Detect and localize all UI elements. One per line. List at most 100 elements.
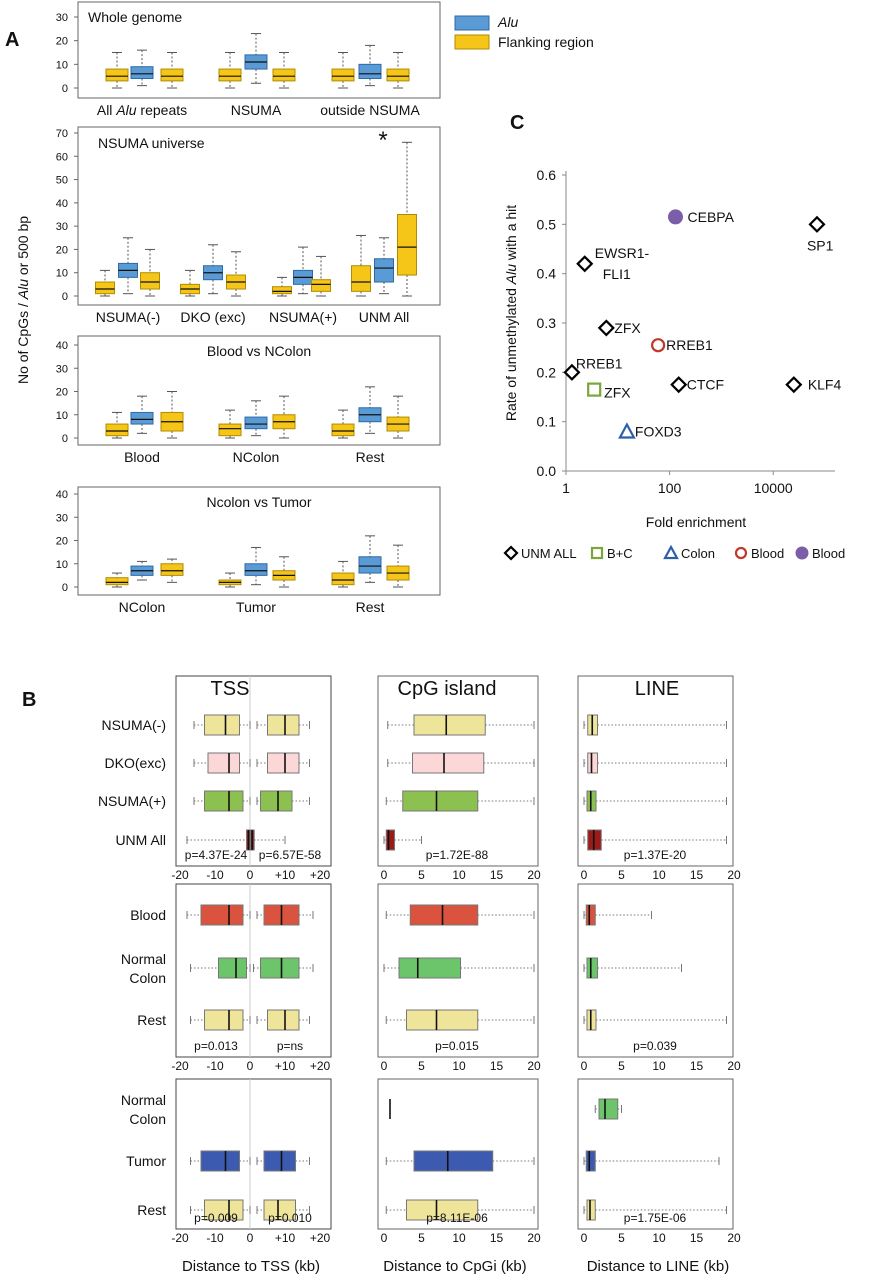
hbox [193, 714, 251, 736]
x-tick-label: 15 [690, 1059, 704, 1073]
box-iqr [267, 1009, 300, 1031]
box-iqr [218, 68, 242, 82]
box-alu [130, 49, 154, 87]
box-iqr [130, 411, 154, 425]
hbox [190, 957, 251, 979]
box-flank [218, 572, 242, 588]
panelC-ylabel-part: with a hit [503, 205, 519, 264]
panelC-xlabel: Fold enrichment [646, 514, 746, 530]
box-iqr [260, 957, 300, 979]
marker-square [587, 382, 602, 397]
box-flank [386, 395, 410, 439]
box-iqr [586, 957, 598, 979]
panelA-subplot-3: 0 10 20 30 40 Ncolon vs Tumor NColon Tumor Rest [56, 486, 441, 615]
box-iqr [385, 829, 395, 851]
y-tick-label: 20 [56, 244, 68, 256]
marker-diamond [597, 319, 615, 337]
point-label: SP1 [807, 237, 834, 253]
box-iqr [311, 279, 331, 292]
x-tick-label: 0 [581, 868, 588, 882]
x-tick-label: 5 [618, 1059, 625, 1073]
box-iqr [585, 904, 596, 926]
x-tick-label: 1 [562, 480, 570, 496]
x-tick-label: 10 [452, 868, 466, 882]
p-value: p=0.013 [194, 1039, 238, 1053]
panelB-xlabel: Distance to TSS (kb) [182, 1258, 320, 1275]
panelB-frame [175, 883, 332, 1058]
box-iqr [130, 66, 154, 80]
y-tick-label: 10 [56, 268, 68, 280]
marker-diamond [785, 376, 803, 394]
hbox [186, 904, 251, 926]
group-label: NSUMA(-) [96, 309, 161, 325]
box-flank [140, 248, 160, 297]
box-flank [331, 52, 355, 89]
box-iqr [244, 563, 268, 576]
legend-swatch-alu [454, 15, 490, 31]
hbox [583, 790, 727, 812]
y-tick-label: 10 [56, 410, 68, 422]
group-label-part: Blood [124, 449, 160, 465]
box-iqr [413, 1150, 494, 1172]
y-tick-label: 30 [56, 221, 68, 233]
group-label-part: Rest [356, 599, 385, 615]
row-label: Rest [137, 1012, 166, 1028]
x-tick-label: 0 [381, 1059, 388, 1073]
y-tick-label: 40 [56, 340, 68, 352]
x-tick-label: -20 [171, 1059, 189, 1073]
x-tick-label: 5 [618, 868, 625, 882]
box-iqr [204, 1199, 244, 1221]
box-alu [374, 237, 394, 295]
box-iqr [200, 904, 244, 926]
hbox [385, 1199, 535, 1221]
box-alu [244, 33, 268, 84]
marker-diamond [563, 363, 581, 381]
box-iqr [218, 957, 247, 979]
box-alu [130, 560, 154, 581]
x-tick-label: 10 [652, 1231, 666, 1245]
x-tick-label: 15 [490, 1059, 504, 1073]
y-tick-label: 30 [56, 12, 68, 24]
hbox [583, 1009, 727, 1031]
point-label: ZFX [604, 385, 631, 401]
box-iqr [218, 423, 242, 437]
box-iqr [207, 752, 240, 774]
x-tick-label: 5 [618, 1231, 625, 1245]
x-tick-label: 0 [581, 1059, 588, 1073]
box-iqr [204, 790, 244, 812]
hbox [253, 957, 314, 979]
box-flank [160, 391, 184, 439]
panelA-subplot-2: 0 10 20 30 40 Blood vs NColon Blood NColon Rest [56, 335, 441, 465]
box-flank [218, 409, 242, 439]
box-flank [331, 409, 355, 439]
y-tick-label: 30 [56, 512, 68, 524]
legend-label: B+C [607, 546, 633, 561]
point-label: ZFX [614, 320, 641, 336]
hbox [583, 904, 652, 926]
box-alu [130, 395, 154, 434]
subplot-title: Ncolon vs Tumor [206, 494, 311, 510]
box-flank [272, 276, 292, 297]
panelC-ylabel-italic: Alu [503, 264, 519, 285]
box-iqr [386, 68, 410, 82]
box-iqr [409, 904, 479, 926]
row-label: Normal [121, 1092, 166, 1108]
panelB-frame [377, 1078, 539, 1230]
x-tick-label: -10 [206, 868, 224, 882]
x-tick-label: 0 [247, 1059, 254, 1073]
column-title: LINE [635, 678, 679, 700]
point-label: CEBPA [688, 209, 735, 225]
y-tick-label: 70 [56, 128, 68, 140]
x-tick-label: +20 [310, 868, 331, 882]
row-label: Colon [129, 970, 166, 986]
x-tick-label: 10000 [754, 480, 793, 496]
legend-label: Blood [812, 546, 845, 561]
panelB-frame [577, 883, 734, 1058]
box-iqr [204, 714, 240, 736]
box-iqr [397, 214, 417, 276]
hbox [583, 1150, 720, 1172]
box-iqr [267, 714, 300, 736]
hbox [583, 752, 727, 774]
box-iqr [331, 423, 355, 437]
hbox [256, 752, 310, 774]
